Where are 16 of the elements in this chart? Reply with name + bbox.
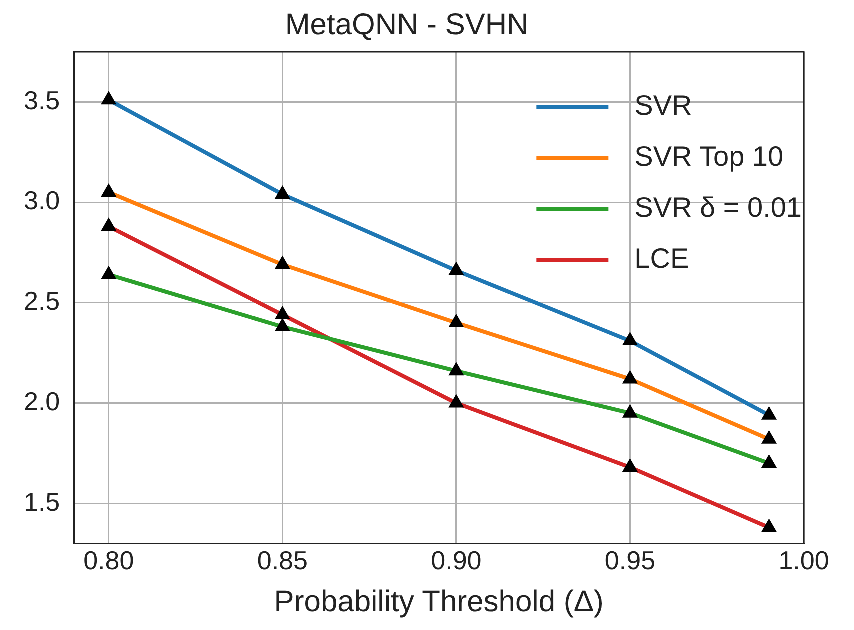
- x-tick-label: 0.80: [84, 546, 134, 576]
- legend-label: LCE: [634, 243, 690, 274]
- chart-title: MetaQNN - SVHN: [285, 8, 529, 42]
- x-tick-label: 1.00: [778, 546, 830, 576]
- x-axis-title: Probability Threshold (Δ): [274, 585, 604, 618]
- y-tick-label: 3.0: [24, 186, 60, 216]
- y-tick-label: 2.0: [24, 386, 60, 416]
- legend-label: SVR Top 10: [634, 141, 784, 172]
- x-tick-label: 0.95: [604, 546, 656, 576]
- y-tick-label: 1.5: [24, 486, 60, 517]
- x-tick-label: 0.90: [431, 546, 482, 576]
- y-tick-label: 2.5: [24, 286, 60, 316]
- legend-label: SVR δ = 0.01: [634, 192, 802, 224]
- y-tick-label: 3.5: [24, 85, 60, 116]
- x-tick-label: 0.85: [257, 546, 308, 576]
- legend-label: SVR: [634, 90, 692, 122]
